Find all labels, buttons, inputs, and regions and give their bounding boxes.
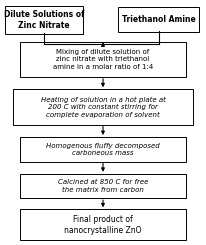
Text: Mixing of dilute solution of
zinc nitrate with triethanol
amine in a molar ratio: Mixing of dilute solution of zinc nitrat…: [53, 49, 153, 70]
Text: Calcined at 850 C for free
the matrix from carbon: Calcined at 850 C for free the matrix fr…: [58, 179, 148, 193]
FancyBboxPatch shape: [20, 209, 186, 240]
Text: Homogenous fluffy decomposed
carboneous mass: Homogenous fluffy decomposed carboneous …: [46, 143, 160, 156]
FancyBboxPatch shape: [13, 89, 193, 125]
Text: Final product of
nanocrystalline ZnO: Final product of nanocrystalline ZnO: [64, 215, 142, 235]
FancyBboxPatch shape: [118, 7, 199, 32]
FancyBboxPatch shape: [20, 42, 186, 77]
Text: Dilute Solutions of
Zinc Nitrate: Dilute Solutions of Zinc Nitrate: [4, 10, 84, 30]
FancyBboxPatch shape: [20, 137, 186, 162]
FancyBboxPatch shape: [5, 6, 83, 34]
Text: Heating of solution in a hot plate at
200 C with constant stirring for
complete : Heating of solution in a hot plate at 20…: [41, 97, 165, 118]
Text: Triethanol Amine: Triethanol Amine: [122, 15, 195, 24]
FancyBboxPatch shape: [20, 174, 186, 198]
